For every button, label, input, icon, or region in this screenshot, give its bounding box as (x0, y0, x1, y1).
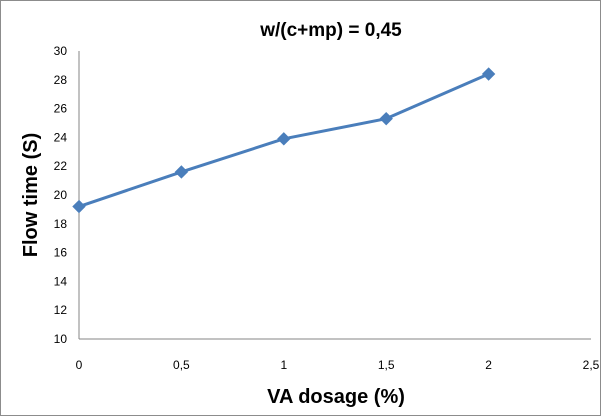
y-tick-label: 24 (54, 130, 68, 144)
y-tick-label: 28 (54, 73, 68, 87)
series-layer (72, 67, 496, 214)
y-tick-label: 18 (54, 217, 68, 231)
y-tick-label: 14 (54, 274, 68, 288)
x-tick-labels: 0 0,5 1 1,5 2 2,5 (76, 358, 600, 372)
y-tick-label: 12 (54, 303, 68, 317)
y-axis-title: Flow time (S) (20, 133, 42, 257)
x-tick-label: 1,5 (378, 358, 395, 372)
y-tick-label: 16 (54, 246, 68, 260)
y-tick-label: 22 (54, 159, 68, 173)
y-tick-labels: 10 12 14 16 18 20 22 24 26 28 30 (54, 44, 68, 346)
x-tick-label: 2,5 (583, 358, 600, 372)
data-point-marker (481, 67, 496, 81)
chart-title: w/(c+mp) = 0,45 (259, 20, 402, 41)
data-point-marker (277, 132, 291, 146)
x-tick-label: 2 (485, 358, 492, 372)
data-point-marker (174, 165, 189, 179)
y-tick-label: 20 (54, 188, 68, 202)
y-tick-label: 30 (54, 44, 68, 58)
y-tick-label: 26 (54, 102, 68, 116)
y-tick-label: 10 (54, 332, 68, 346)
data-point-marker (379, 111, 393, 126)
x-tick-label: 0 (76, 358, 83, 372)
x-tick-label: 0,5 (173, 358, 190, 372)
data-point-marker (72, 199, 86, 214)
x-axis-title: VA dosage (%) (267, 386, 405, 408)
x-tick-label: 1 (280, 358, 287, 372)
